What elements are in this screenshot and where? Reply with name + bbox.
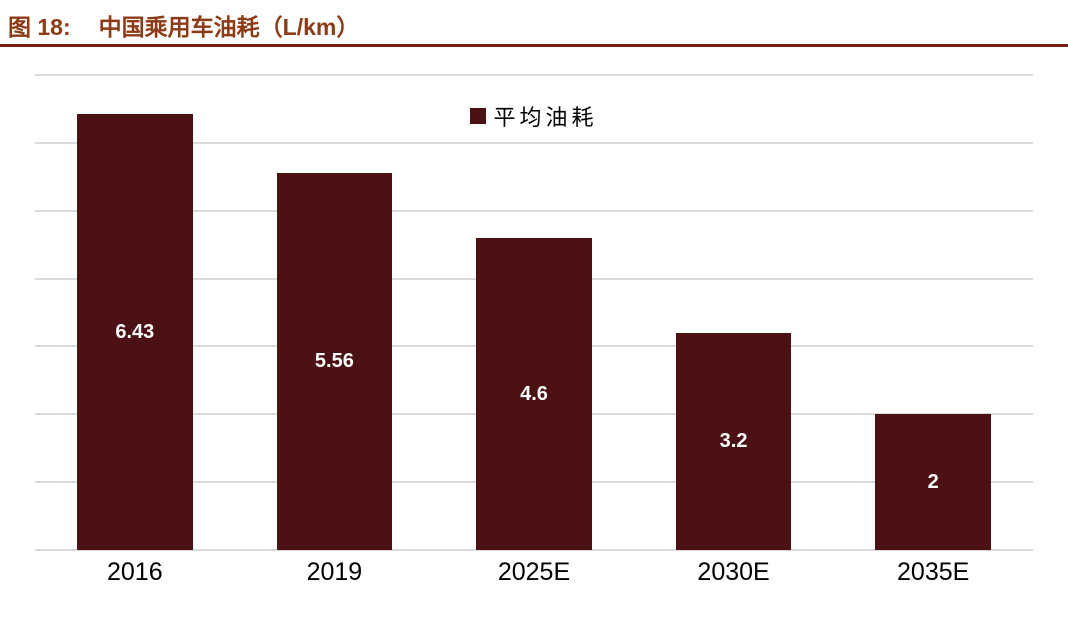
bar-2016: 6.43 <box>76 113 193 550</box>
bars-layer: 6.43 5.56 4.6 3.2 2 <box>35 75 1033 550</box>
gridline <box>35 209 1033 212</box>
bar-value-label-2035E: 2 <box>927 471 939 494</box>
bar-slot-2035E: 2 <box>833 75 1033 550</box>
legend-series-label: 平均油耗 <box>493 105 598 130</box>
bar-slot-2030E: 3.2 <box>634 75 834 550</box>
x-axis-line <box>35 549 1033 551</box>
bar-slot-2025E: 4.6 <box>434 75 634 550</box>
bar-value-label-2019: 5.56 <box>314 350 354 373</box>
bar-slot-2019: 5.56 <box>235 75 435 550</box>
bar-2030E: 3.2 <box>675 332 792 550</box>
bar-value-label-2025E: 4.6 <box>520 382 548 405</box>
bar-2019: 5.56 <box>276 172 393 550</box>
x-axis-tick-label-2019: 2019 <box>306 558 363 586</box>
bar-2025E: 4.6 <box>476 237 592 550</box>
bar-value-label-2016: 6.43 <box>115 320 155 343</box>
bar-value-label-2030E: 3.2 <box>719 430 748 453</box>
gridline <box>35 74 1033 76</box>
x-axis-tick-label-2035E: 2035E <box>897 558 970 586</box>
bar-chart-plot-area: 6.43 5.56 4.6 3.2 2 <box>35 74 1033 551</box>
figure-number-label: 图 18: <box>8 14 71 40</box>
gridline <box>35 141 1033 144</box>
x-axis-tick-label-2025E: 2025E <box>497 558 571 586</box>
title-divider-rule <box>0 44 1068 47</box>
bar-slot-2016: 6.43 <box>35 75 235 550</box>
x-axis-tick-label-2030E: 2030E <box>697 558 770 586</box>
x-axis-labels: 2016 2019 2025E 2030E 2035E <box>35 558 1033 587</box>
legend-swatch-icon <box>470 108 487 124</box>
x-axis-tick-label-2016: 2016 <box>106 558 163 586</box>
bar-2035E: 2 <box>875 414 992 550</box>
chart-legend: 平均油耗 <box>35 100 1033 132</box>
figure-header: 图 18: 中国乘用车油耗（L/km） <box>8 8 359 42</box>
figure-title: 中国乘用车油耗（L/km） <box>98 14 360 40</box>
